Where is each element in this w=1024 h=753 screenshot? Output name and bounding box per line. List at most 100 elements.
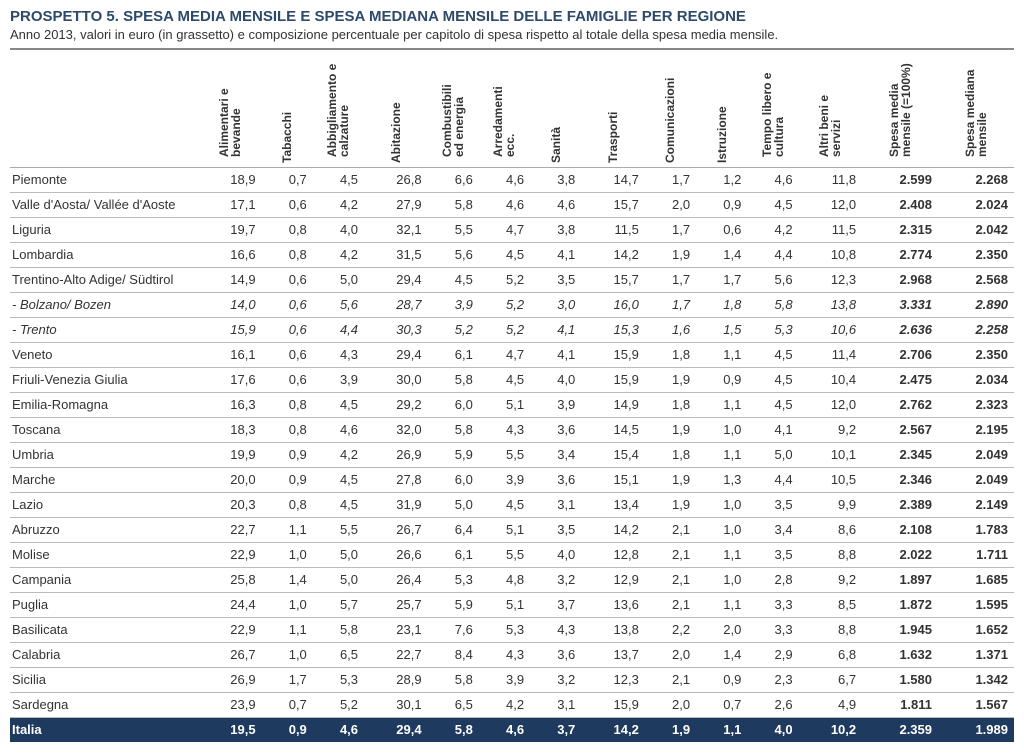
- value-cell: 0,8: [262, 242, 313, 267]
- value-cell: 1,1: [696, 592, 747, 617]
- value-cell: 4,5: [313, 167, 364, 192]
- value-cell: 6,4: [428, 517, 479, 542]
- value-cell: 1.897: [862, 567, 938, 592]
- value-cell: 3,2: [530, 667, 581, 692]
- region-cell: Liguria: [10, 217, 198, 242]
- value-cell: 1,8: [645, 342, 696, 367]
- table-body: Piemonte18,90,74,526,86,64,63,814,71,71,…: [10, 167, 1014, 742]
- value-cell: 5,8: [428, 717, 479, 742]
- value-cell: 1,5: [696, 317, 747, 342]
- value-cell: 0,8: [262, 217, 313, 242]
- region-cell: Calabria: [10, 642, 198, 667]
- value-cell: 3,5: [747, 492, 798, 517]
- value-cell: 3.331: [862, 292, 938, 317]
- value-cell: 2.042: [938, 217, 1014, 242]
- value-cell: 2.034: [938, 367, 1014, 392]
- value-cell: 16,6: [198, 242, 262, 267]
- value-cell: 1.342: [938, 667, 1014, 692]
- table-row: Lazio20,30,84,531,95,04,53,113,41,91,03,…: [10, 492, 1014, 517]
- table-row: Sardegna23,90,75,230,16,54,23,115,92,00,…: [10, 692, 1014, 717]
- region-cell: Valle d'Aosta/ Vallée d'Aoste: [10, 192, 198, 217]
- table-row: Basilicata22,91,15,823,17,65,34,313,82,2…: [10, 617, 1014, 642]
- value-cell: 0,7: [696, 692, 747, 717]
- value-cell: 26,9: [198, 667, 262, 692]
- value-cell: 1,1: [696, 542, 747, 567]
- column-header: Altri beni eservizi: [799, 49, 863, 167]
- value-cell: 1,3: [696, 467, 747, 492]
- value-cell: 9,2: [799, 417, 863, 442]
- value-cell: 2.350: [938, 342, 1014, 367]
- value-cell: 5,6: [313, 292, 364, 317]
- value-cell: 3,6: [530, 642, 581, 667]
- value-cell: 5,5: [313, 517, 364, 542]
- value-cell: 4,8: [479, 567, 530, 592]
- value-cell: 5,3: [313, 667, 364, 692]
- value-cell: 1,0: [696, 567, 747, 592]
- value-cell: 0,6: [696, 217, 747, 242]
- value-cell: 2.022: [862, 542, 938, 567]
- value-cell: 22,7: [364, 642, 428, 667]
- value-cell: 2.149: [938, 492, 1014, 517]
- value-cell: 4,5: [479, 242, 530, 267]
- value-cell: 2.315: [862, 217, 938, 242]
- value-cell: 5,2: [479, 292, 530, 317]
- region-cell: Sardegna: [10, 692, 198, 717]
- value-cell: 2,1: [645, 592, 696, 617]
- value-cell: 14,2: [581, 242, 645, 267]
- value-cell: 4,3: [313, 342, 364, 367]
- value-cell: 4,4: [747, 467, 798, 492]
- value-cell: 1.632: [862, 642, 938, 667]
- value-cell: 19,5: [198, 717, 262, 742]
- value-cell: 1.872: [862, 592, 938, 617]
- value-cell: 3,5: [747, 542, 798, 567]
- value-cell: 5,0: [313, 567, 364, 592]
- value-cell: 11,5: [799, 217, 863, 242]
- value-cell: 4,2: [313, 192, 364, 217]
- table-row: Veneto16,10,64,329,46,14,74,115,91,81,14…: [10, 342, 1014, 367]
- value-cell: 31,5: [364, 242, 428, 267]
- value-cell: 6,0: [428, 467, 479, 492]
- value-cell: 2,9: [747, 642, 798, 667]
- value-cell: 0,9: [696, 667, 747, 692]
- value-cell: 5,8: [428, 367, 479, 392]
- region-cell: Campania: [10, 567, 198, 592]
- value-cell: 15,9: [198, 317, 262, 342]
- column-header: Spesa mediamensile (=100%): [862, 49, 938, 167]
- value-cell: 30,3: [364, 317, 428, 342]
- value-cell: 0,6: [262, 267, 313, 292]
- value-cell: 2.706: [862, 342, 938, 367]
- value-cell: 4,7: [479, 342, 530, 367]
- value-cell: 8,6: [799, 517, 863, 542]
- value-cell: 5,2: [479, 267, 530, 292]
- value-cell: 2.195: [938, 417, 1014, 442]
- value-cell: 2.568: [938, 267, 1014, 292]
- column-header: Abbigliamento ecalzature: [313, 49, 364, 167]
- value-cell: 0,9: [696, 367, 747, 392]
- value-cell: 32,1: [364, 217, 428, 242]
- value-cell: 12,9: [581, 567, 645, 592]
- value-cell: 28,9: [364, 667, 428, 692]
- value-cell: 25,8: [198, 567, 262, 592]
- value-cell: 4,6: [479, 167, 530, 192]
- value-cell: 16,0: [581, 292, 645, 317]
- value-cell: 0,6: [262, 367, 313, 392]
- value-cell: 0,6: [262, 317, 313, 342]
- value-cell: 4,5: [313, 492, 364, 517]
- column-header: Arredamentiecc.: [479, 49, 530, 167]
- value-cell: 2.968: [862, 267, 938, 292]
- value-cell: 27,8: [364, 467, 428, 492]
- value-cell: 2.599: [862, 167, 938, 192]
- column-header: Combustibilied energia: [428, 49, 479, 167]
- value-cell: 0,8: [262, 417, 313, 442]
- value-cell: 1,7: [645, 217, 696, 242]
- value-cell: 4,5: [479, 367, 530, 392]
- value-cell: 5,0: [313, 267, 364, 292]
- value-cell: 1,1: [262, 617, 313, 642]
- value-cell: 0,6: [262, 292, 313, 317]
- value-cell: 2,8: [747, 567, 798, 592]
- value-cell: 3,8: [530, 167, 581, 192]
- value-cell: 3,4: [747, 517, 798, 542]
- value-cell: 3,9: [530, 392, 581, 417]
- value-cell: 5,5: [428, 217, 479, 242]
- value-cell: 2.346: [862, 467, 938, 492]
